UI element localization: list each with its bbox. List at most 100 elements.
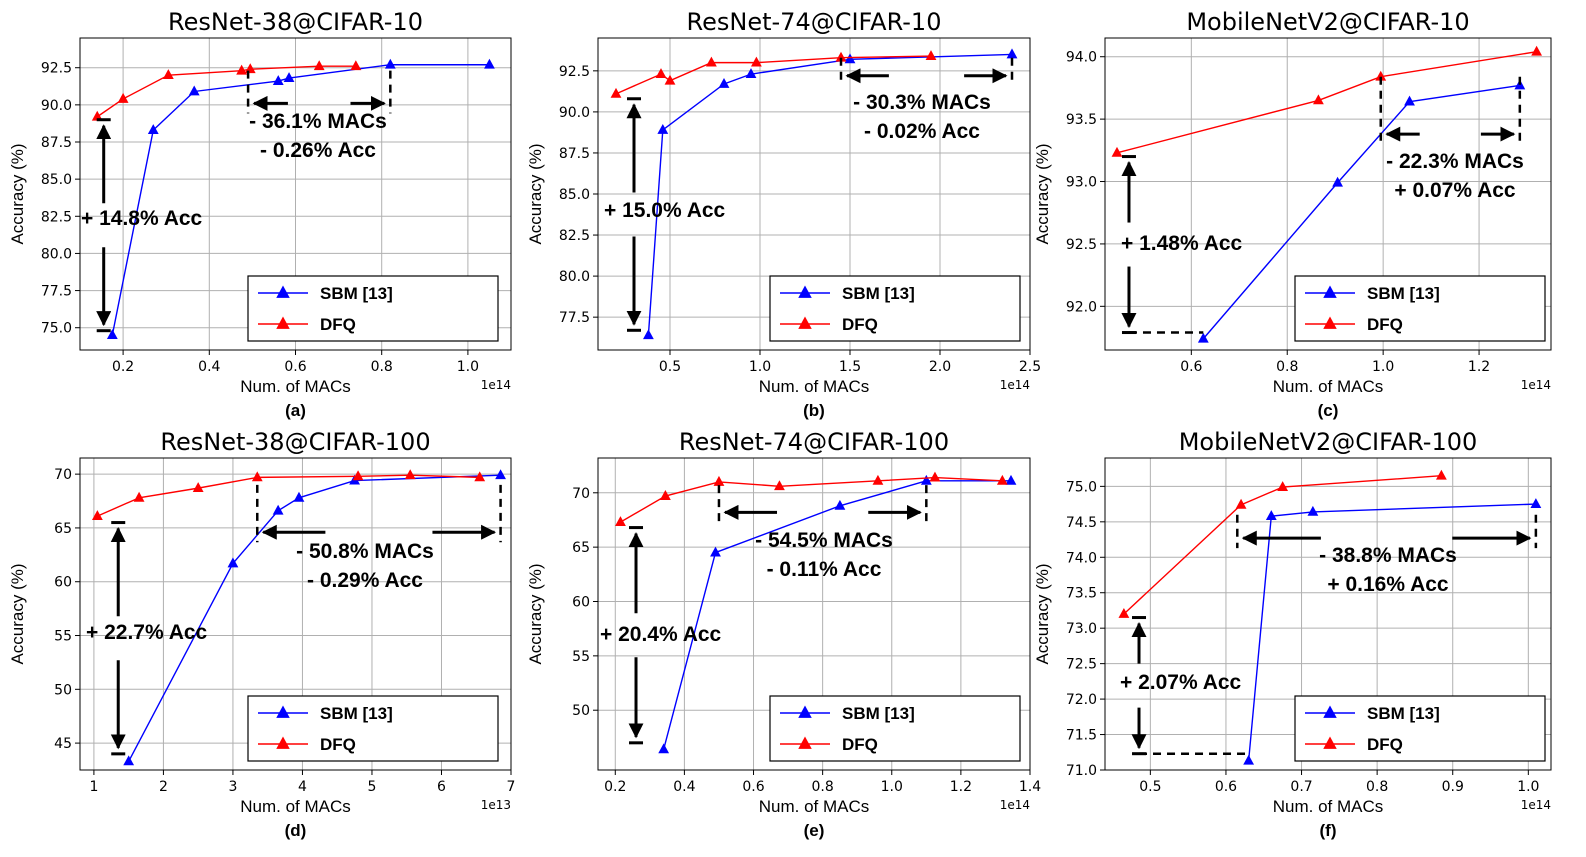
subfigure-label: (b) — [803, 401, 825, 420]
dfq-data-point — [236, 64, 248, 75]
sbm-data-point — [1243, 754, 1255, 765]
legend-label-0: SBM [13] — [320, 284, 393, 303]
legend-label-1: DFQ — [842, 315, 878, 334]
legend-marker-1 — [798, 316, 812, 329]
y-tick-label: 87.5 — [559, 146, 590, 162]
y-axis-label: Accuracy (%) — [526, 143, 545, 244]
sbm-data-point — [1265, 510, 1277, 521]
dfq-data-point — [664, 74, 676, 85]
x-axis-label: Num. of MACs — [1273, 797, 1384, 816]
sbm-data-point — [123, 755, 135, 766]
dfq-series-line — [1116, 51, 1537, 154]
x-tick-label: 0.6 — [1180, 359, 1202, 375]
legend-box — [247, 695, 499, 762]
x-axis-exponent: 1e13 — [481, 798, 511, 812]
plot-frame — [79, 457, 512, 771]
annotation-acc-change: + 0.07% Acc — [1394, 179, 1516, 202]
y-tick-label: 71.0 — [1066, 763, 1097, 779]
dfq-data-point — [474, 471, 486, 482]
legend-marker-0 — [798, 285, 812, 298]
x-tick-label: 0.6 — [1215, 779, 1237, 795]
legend-marker-0 — [798, 705, 812, 718]
y-tick-label: 87.5 — [41, 135, 72, 151]
annotation-mac-reduction: - 50.8% MACs — [296, 540, 434, 563]
x-tick-label: 6 — [437, 779, 446, 795]
legend-marker-1 — [1323, 736, 1337, 749]
dfq-series-line — [1123, 475, 1442, 615]
x-tick-label: 1.5 — [839, 359, 861, 375]
sbm-data-point — [1530, 498, 1542, 508]
dfq-data-point — [117, 92, 129, 103]
y-tick-label: 60 — [54, 575, 72, 591]
subfigure-label: (a) — [285, 401, 306, 420]
y-tick-label: 75.0 — [41, 321, 72, 337]
legend-marker-0 — [276, 285, 290, 298]
legend-marker-1 — [276, 736, 290, 749]
x-axis-label: Num. of MACs — [759, 377, 870, 396]
y-axis-label: Accuracy (%) — [1033, 143, 1052, 244]
dfq-data-point — [1313, 94, 1324, 105]
y-axis-label: Accuracy (%) — [8, 143, 27, 244]
sbm-series-line — [128, 474, 501, 762]
chart-title: ResNet-38@CIFAR-100 — [160, 428, 430, 456]
annotation-mac-reduction: - 38.8% MACs — [1319, 544, 1457, 567]
dfq-data-point — [91, 110, 103, 121]
y-tick-label: 90.0 — [559, 105, 590, 121]
dfq-data-point — [872, 474, 884, 485]
x-tick-label: 1.4 — [1019, 779, 1041, 795]
x-tick-label: 0.7 — [1290, 779, 1312, 795]
x-axis-label: Num. of MACs — [240, 797, 351, 816]
chart-panel-2: 0.6 0.8 1.0 1.2 92.0 92.5 93.0 93.5 94.0 + 1.48% … — [1033, 8, 1552, 420]
sbm-data-point — [844, 53, 856, 64]
legend-box — [769, 695, 1021, 762]
subfigure-label: (d) — [285, 821, 307, 840]
y-tick-label: 77.5 — [559, 310, 590, 326]
legend-label-1: DFQ — [320, 735, 356, 754]
sbm-data-point — [283, 72, 295, 83]
dfq-data-point — [1235, 498, 1247, 509]
y-tick-label: 55 — [572, 649, 590, 665]
annotation-acc-gain: + 15.0% Acc — [604, 199, 726, 222]
x-tick-label: 1.0 — [749, 359, 771, 375]
y-tick-label: 45 — [54, 736, 72, 752]
dfq-data-point — [251, 471, 263, 482]
chart-panel-5: 0.5 0.6 0.7 0.8 0.9 1.0 71.0 71.5 72.0 72.5 73.0 73… — [1033, 428, 1552, 840]
x-tick-label: 2 — [159, 779, 168, 795]
sbm-data-point — [484, 58, 495, 69]
y-tick-label: 50 — [54, 682, 72, 698]
dfq-series-line — [620, 476, 1003, 523]
sbm-data-point — [272, 75, 284, 85]
x-axis-exponent: 1e14 — [1000, 378, 1030, 392]
y-tick-label: 70 — [572, 486, 590, 502]
dfq-data-point — [996, 474, 1008, 485]
y-tick-label: 93.5 — [1066, 112, 1097, 128]
annotation-mac-reduction: - 36.1% MACs — [249, 110, 387, 133]
sbm-data-point — [658, 743, 670, 754]
dfq-data-point — [1435, 469, 1447, 480]
annotation-mac-reduction: - 54.5% MACs — [755, 529, 893, 552]
dfq-data-point — [615, 516, 626, 527]
x-tick-label: 0.5 — [1139, 779, 1161, 795]
sbm-data-point — [834, 499, 846, 510]
chart-panel-1: 0.5 1.0 1.5 2.0 2.5 77.5 80.0 82.5 85.0 87.5 90.0 9… — [526, 8, 1041, 420]
x-tick-label: 0.9 — [1442, 779, 1464, 795]
legend-box — [247, 275, 499, 342]
annotation-mac-reduction: - 22.3% MACs — [1386, 150, 1524, 173]
y-tick-label: 77.5 — [41, 284, 72, 300]
x-tick-label: 1.0 — [457, 359, 479, 375]
subfigure-label: (e) — [804, 821, 825, 840]
sbm-data-point — [718, 77, 730, 88]
x-axis-exponent: 1e14 — [1000, 798, 1030, 812]
dfq-data-point — [1277, 481, 1289, 491]
sbm-data-point — [106, 329, 118, 340]
dfq-data-point — [925, 50, 937, 60]
y-tick-label: 65 — [572, 540, 590, 556]
x-tick-label: 1.0 — [881, 779, 903, 795]
y-tick-label: 92.0 — [1066, 299, 1097, 315]
annotation-acc-gain: + 20.4% Acc — [600, 623, 722, 646]
dfq-data-point — [1531, 45, 1543, 56]
y-tick-label: 74.5 — [1066, 515, 1097, 531]
y-tick-label: 50 — [572, 703, 590, 719]
y-tick-label: 73.0 — [1066, 621, 1097, 637]
